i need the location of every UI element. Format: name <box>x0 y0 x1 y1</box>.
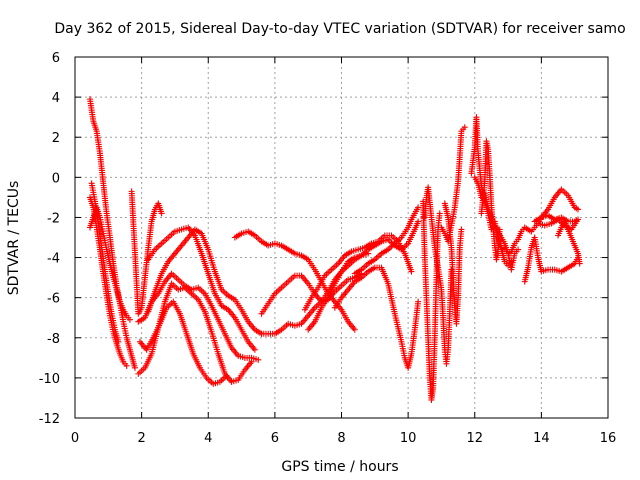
series-track-e <box>128 188 165 317</box>
data-point <box>535 220 542 227</box>
data-point <box>415 298 422 305</box>
x-axis-label: GPS time / hours <box>281 459 398 475</box>
x-tick-label: 2 <box>137 431 145 446</box>
y-tick-label: 2 <box>52 131 60 146</box>
series-track-o <box>305 218 422 333</box>
grid-lines <box>75 57 608 418</box>
y-tick-label: -4 <box>47 252 60 267</box>
data-point <box>436 210 443 217</box>
y-tick-label: -6 <box>47 292 60 307</box>
series-track-q <box>351 204 422 277</box>
y-tick-label: 4 <box>52 91 60 106</box>
series-track-p <box>331 264 422 371</box>
x-tick-label: 10 <box>400 431 417 446</box>
data-point <box>408 268 415 275</box>
data-point <box>158 210 165 217</box>
data-point <box>515 246 522 253</box>
axis-ticks: 0 2 4 6 8 10 12 14 16 -12 -10 -8 -6 -4 -2 0 2 4 6 <box>39 51 617 446</box>
data-point <box>415 204 422 211</box>
x-tick-label: 14 <box>533 431 550 446</box>
series-track-y <box>498 186 582 257</box>
series-track-d <box>88 180 122 345</box>
data-point <box>458 226 465 233</box>
series-track-k <box>231 228 358 333</box>
data-point <box>251 346 258 353</box>
series-track-h <box>136 298 230 387</box>
series-track-ab <box>555 218 583 267</box>
data-point <box>351 326 358 333</box>
x-tick-label: 16 <box>600 431 617 446</box>
data-point <box>461 124 468 131</box>
data-point <box>131 364 138 371</box>
x-tick-label: 4 <box>204 431 212 446</box>
series-track-b <box>86 204 133 323</box>
series-track-u <box>441 200 465 327</box>
series-track-j <box>145 226 265 337</box>
plot-frame <box>74 56 609 419</box>
data-points <box>86 96 583 403</box>
y-tick-label: 0 <box>52 171 60 186</box>
data-point <box>126 316 133 323</box>
series-track-r <box>420 198 443 403</box>
data-point <box>223 372 230 379</box>
data-point <box>115 338 122 345</box>
y-tick-label: -12 <box>39 412 60 427</box>
data-point <box>496 226 503 233</box>
chart-title: Day 362 of 2015, Sidereal Day-to-day VTE… <box>54 21 625 37</box>
data-point <box>255 356 262 363</box>
data-point <box>576 260 583 267</box>
x-tick-label: 6 <box>271 431 279 446</box>
y-axis-label: SDTVAR / TECUs <box>6 181 22 296</box>
x-tick-label: 12 <box>466 431 483 446</box>
series-track-t <box>438 124 468 245</box>
series-track-x <box>478 138 503 263</box>
data-point <box>123 362 130 369</box>
x-tick-label: 0 <box>71 431 79 446</box>
series-track-s <box>421 184 455 367</box>
y-tick-label: -10 <box>39 372 60 387</box>
data-point <box>415 218 422 225</box>
x-tick-label: 8 <box>337 431 345 446</box>
series-track-a <box>86 96 138 371</box>
y-tick-label: -8 <box>47 332 60 347</box>
y-tick-label: -2 <box>47 211 60 226</box>
y-tick-label: 6 <box>52 51 60 66</box>
data-point <box>575 206 582 213</box>
